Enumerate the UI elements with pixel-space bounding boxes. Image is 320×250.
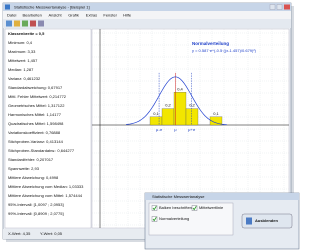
bar-label: 0,2 (189, 103, 195, 108)
status-x: X-Wert: 4,35 (8, 231, 31, 236)
statistic: Mittlere Abweichung vom Median: 1,03333 (8, 184, 84, 189)
histogram-bar (149, 116, 163, 126)
menu-item[interactable]: Extras (86, 12, 97, 17)
option-label: Mittelwertlinie (199, 205, 224, 210)
option-label: Balken beschriften (159, 205, 192, 210)
bar-label: 0,1 (153, 111, 159, 116)
tool-icon[interactable] (14, 20, 20, 27)
statistic: Varianz: 0,461232 (8, 76, 41, 81)
checkbox[interactable] (151, 205, 158, 211)
tool-icon[interactable] (22, 20, 28, 27)
statistic: Spannweite: 2,93 (8, 166, 40, 171)
formula: y = 0.587·e^(-0.5·((x-1.457)/0.679)²) (192, 48, 257, 53)
axis-label: μ-σ (156, 127, 163, 132)
close-button[interactable] (284, 4, 290, 10)
statistic: Standardfehler: 0,207017 (8, 157, 54, 162)
axis-label: μ (174, 127, 177, 132)
menu-item[interactable]: Grafik (68, 12, 79, 17)
statistic: Median: 1,287 (8, 67, 34, 72)
menu-bar (3, 11, 291, 19)
statistic: Geometrisches Mittel: 1,317122 (8, 103, 65, 108)
options: Balken beschriften Mittelwertlinie Normalv… (151, 205, 224, 222)
page: Statistische Messwertanalyse - [Beispiel… (2, 2, 300, 250)
statistic: Mittelwert: 1,457 (8, 58, 38, 63)
graph-title: Normalverteilung (192, 41, 229, 46)
status-y: Y-Wert: 0,05 (40, 231, 63, 236)
button-icon (246, 217, 252, 225)
statistic: Standardabweichung: 0,67917 (8, 85, 63, 90)
statistic: 95%-Intervall: [1,0097 ; 2,0953] (8, 202, 64, 207)
checkbox[interactable] (151, 216, 158, 222)
tool-icon[interactable] (38, 20, 44, 27)
bar-label: 0,4 (177, 86, 183, 91)
tool-icon[interactable] (30, 20, 36, 27)
toolbar-icons (6, 20, 44, 27)
bar-label: 0,1 (213, 111, 219, 116)
statistic: Mittlere Abweichung vom Mittel: 1,574444 (8, 193, 83, 198)
statistic: Stichproben-Standardabw.: 0,644277 (8, 148, 75, 153)
normal-curve (125, 76, 227, 126)
axis-label: μ+σ (188, 127, 196, 132)
menu-item[interactable]: Hilfe (123, 12, 132, 17)
statistics-list: Klassenbreite = 0,5 Minimum: 0,4 Maximum: … (8, 31, 84, 216)
app-icon (5, 4, 10, 10)
statistic: 99%-Intervall: [0,8909 ; 2,0775] (8, 211, 64, 216)
statistic: Mittlere Abweichung: 0,4998 (8, 175, 59, 180)
statistic: Harmonisches Mittel: 1,14177 (8, 112, 62, 117)
histogram-bar (161, 108, 175, 126)
check-mark (152, 216, 157, 222)
statistic: Mittl. Fehler Mittelwert: 0,214772 (8, 94, 67, 99)
histogram-bar (209, 116, 223, 126)
check-mark (152, 205, 157, 211)
menu-item[interactable]: Datei (7, 12, 16, 17)
statistic: Stichproben-Varianz: 0,413144 (8, 139, 64, 144)
window-title: Statistische Messwertanalyse - [Beispiel… (14, 4, 90, 9)
check-mark (192, 205, 197, 211)
plot: 0,1 0,2 0,4 0,2 0,1 μ-σ μ μ+σ (125, 72, 227, 132)
menu-item[interactable]: Bearbeiten (23, 12, 42, 17)
menu-item[interactable]: Ansicht (49, 12, 63, 17)
minimize-button[interactable] (269, 4, 276, 10)
checkbox[interactable] (191, 205, 198, 211)
title-bar (3, 3, 291, 11)
toolbar (3, 19, 291, 28)
hide-button-label: Ausblenden (255, 218, 278, 223)
hide-button[interactable] (241, 213, 293, 229)
statistic: Minimum: 0,4 (8, 40, 33, 45)
histogram-bar (185, 108, 199, 126)
tool-icon[interactable] (6, 20, 12, 27)
option-label: Normalverteilung (159, 216, 189, 221)
statistic: Quadratisches Mittel: 1,598498 (8, 121, 64, 126)
statistic: Variationskoeffizient: 0,76888 (8, 130, 61, 135)
options-box (148, 202, 234, 236)
screen: Statistische Messwertanalyse - [Beispiel… (2, 2, 300, 250)
bar-label: 0,2 (165, 103, 171, 108)
menu-item[interactable]: Fenster (103, 12, 117, 17)
statistics-panel (4, 28, 92, 229)
maximize-button[interactable] (276, 4, 283, 10)
dialog-title: Statistische Messwertanalyse (152, 194, 205, 199)
dialog-title-bar (145, 193, 299, 200)
statistic: Maximum: 3,33 (8, 49, 36, 54)
menu: Datei Bearbeiten Ansicht Grafik Extras Fenste… (7, 12, 132, 17)
statistic: Klassenbreite = 0,5 (8, 31, 45, 36)
histogram-bar (173, 92, 187, 126)
